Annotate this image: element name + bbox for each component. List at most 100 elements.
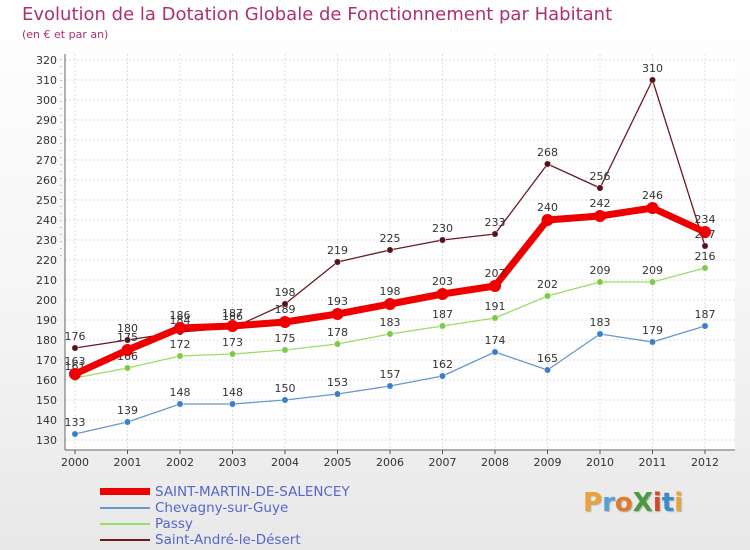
y-tick-label: 210 bbox=[36, 274, 57, 287]
x-tick-label: 2000 bbox=[61, 456, 89, 469]
y-tick-label: 300 bbox=[36, 94, 57, 107]
data-label: 193 bbox=[327, 295, 348, 308]
plot-area bbox=[65, 54, 735, 450]
x-tick-label: 2004 bbox=[271, 456, 299, 469]
y-tick-label: 180 bbox=[36, 334, 57, 347]
logo-letter: o bbox=[614, 488, 633, 518]
data-point bbox=[281, 300, 289, 308]
data-label: 233 bbox=[485, 216, 506, 229]
data-label: 310 bbox=[642, 62, 663, 75]
logo-letter: t bbox=[661, 488, 675, 518]
data-point bbox=[334, 390, 341, 398]
legend-swatch-chevagny bbox=[100, 507, 150, 509]
x-tick-label: 2008 bbox=[481, 456, 509, 469]
data-label: 175 bbox=[117, 331, 138, 344]
data-label: 133 bbox=[65, 416, 86, 429]
data-point bbox=[174, 322, 186, 334]
data-point bbox=[331, 308, 344, 320]
data-label: 256 bbox=[590, 170, 611, 183]
data-point bbox=[701, 264, 709, 272]
data-point bbox=[124, 336, 131, 344]
data-point bbox=[701, 242, 709, 250]
data-point bbox=[596, 330, 604, 338]
data-point bbox=[176, 352, 184, 360]
data-point bbox=[596, 278, 604, 286]
data-label: 202 bbox=[537, 278, 558, 291]
data-point bbox=[541, 214, 554, 226]
data-label: 242 bbox=[590, 197, 611, 210]
data-point bbox=[281, 396, 289, 404]
data-point bbox=[124, 364, 131, 372]
legend-label-saint-martin: SAINT-MARTIN-DE-SALENCEY bbox=[155, 484, 350, 500]
y-tick-label: 260 bbox=[36, 174, 57, 187]
y-tick-label: 190 bbox=[36, 314, 57, 327]
data-point bbox=[649, 278, 656, 286]
data-point bbox=[124, 418, 131, 426]
logo-letter: r bbox=[602, 488, 615, 518]
y-tick-label: 160 bbox=[36, 374, 57, 387]
data-label: 178 bbox=[327, 326, 348, 339]
y-tick-label: 250 bbox=[36, 194, 57, 207]
data-label: 180 bbox=[117, 322, 138, 335]
legend-item-passy: Passy bbox=[100, 516, 400, 532]
chart-title: Evolution de la Dotation Globale de Fonc… bbox=[22, 4, 613, 25]
data-point bbox=[71, 430, 79, 438]
x-tick-label: 2012 bbox=[691, 456, 719, 469]
data-point bbox=[386, 246, 394, 254]
data-label: 198 bbox=[380, 285, 401, 298]
y-tick-label: 290 bbox=[36, 114, 57, 127]
legend-label-chevagny: Chevagny-sur-Guye bbox=[155, 500, 289, 516]
data-label: 186 bbox=[222, 310, 243, 323]
proxiti-logo: ProXiti bbox=[583, 488, 683, 518]
chart-subtitle: (en € et par an) bbox=[22, 28, 109, 41]
data-label: 268 bbox=[537, 146, 558, 159]
data-point bbox=[544, 366, 551, 374]
data-label: 174 bbox=[485, 334, 506, 347]
data-point bbox=[386, 382, 394, 390]
legend-item-saint-andre: Saint-André-le-Désert bbox=[100, 532, 400, 548]
legend-label-passy: Passy bbox=[155, 516, 193, 532]
legend-swatch-saint-martin bbox=[100, 488, 150, 495]
data-point bbox=[489, 280, 501, 292]
data-label: 187 bbox=[432, 308, 453, 321]
data-point bbox=[439, 236, 446, 244]
y-tick-label: 220 bbox=[36, 254, 57, 267]
legend-item-chevagny: Chevagny-sur-Guye bbox=[100, 500, 400, 516]
data-point bbox=[544, 160, 551, 168]
data-point bbox=[386, 330, 394, 338]
data-point bbox=[436, 288, 449, 300]
data-label: 150 bbox=[275, 382, 296, 395]
data-label: 234 bbox=[695, 213, 716, 226]
data-point bbox=[544, 292, 551, 300]
data-point bbox=[646, 202, 659, 214]
data-point bbox=[596, 184, 604, 192]
legend-item-saint-martin: SAINT-MARTIN-DE-SALENCEY bbox=[100, 484, 400, 500]
data-point bbox=[491, 348, 499, 356]
data-point bbox=[384, 298, 396, 310]
data-label: 184 bbox=[170, 314, 191, 327]
data-label: 246 bbox=[642, 189, 663, 202]
y-tick-label: 230 bbox=[36, 234, 57, 247]
data-label: 176 bbox=[65, 330, 86, 343]
logo-letter: i bbox=[652, 488, 662, 518]
logo-letter: i bbox=[674, 488, 684, 518]
data-label: 216 bbox=[695, 250, 716, 263]
y-tick-label: 310 bbox=[36, 74, 57, 87]
data-label: 148 bbox=[222, 386, 243, 399]
data-label: 203 bbox=[432, 275, 453, 288]
data-point bbox=[491, 314, 499, 322]
data-point bbox=[334, 340, 341, 348]
x-tick-label: 2005 bbox=[324, 456, 352, 469]
x-tick-label: 2010 bbox=[586, 456, 614, 469]
data-label: 219 bbox=[327, 244, 348, 257]
y-tick-label: 320 bbox=[36, 54, 57, 67]
data-point bbox=[226, 320, 239, 332]
y-tick-label: 140 bbox=[36, 414, 57, 427]
data-label: 240 bbox=[537, 201, 558, 214]
y-tick-label: 130 bbox=[36, 434, 57, 447]
x-tick-label: 2002 bbox=[166, 456, 194, 469]
logo-letter: X bbox=[632, 488, 653, 518]
y-tick-label: 240 bbox=[36, 214, 57, 227]
data-point bbox=[699, 226, 711, 238]
data-label: 207 bbox=[485, 267, 506, 280]
